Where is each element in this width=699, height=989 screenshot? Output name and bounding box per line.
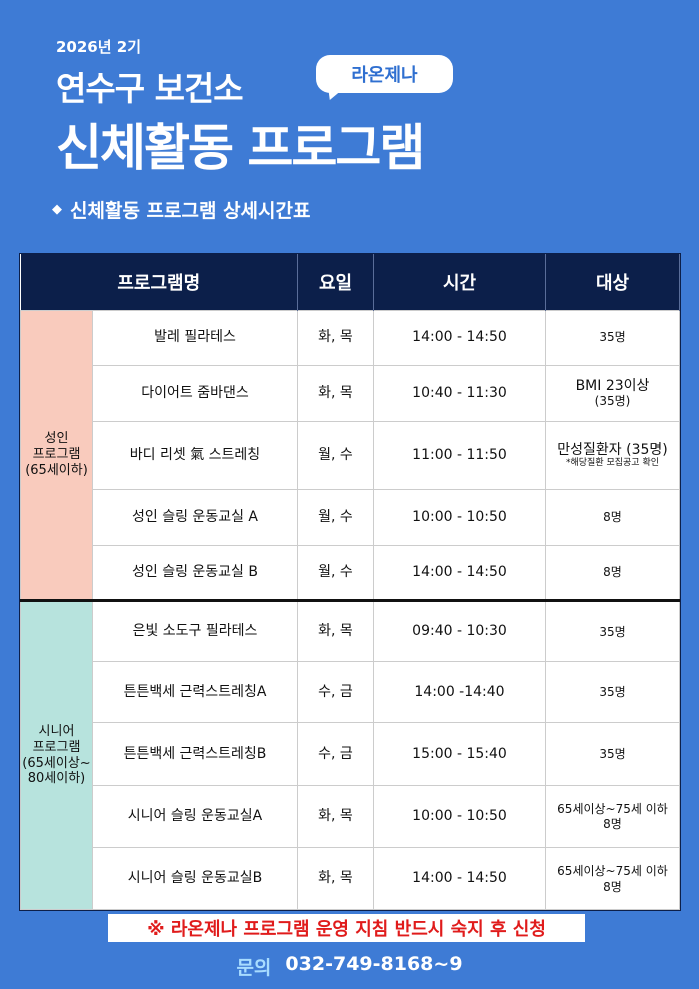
contact-label: 문의 — [236, 957, 272, 979]
program-name: 바디 리셋 氣 스트레칭 — [92, 420, 298, 490]
program-day: 화, 목 — [297, 364, 374, 422]
program-time: 10:00 - 10:50 — [373, 784, 546, 848]
target-text: 65세이상~75세 이하 — [557, 863, 668, 878]
group-label-line: 프로그램 — [32, 739, 81, 755]
program-target: 35명 — [545, 599, 680, 663]
program-name: 시니어 슬링 운동교실A — [92, 784, 298, 848]
target-text: 8명 — [603, 510, 622, 525]
program-day: 월, 수 — [297, 545, 374, 602]
program-day: 월, 수 — [297, 488, 374, 547]
program-time: 09:40 - 10:30 — [373, 599, 546, 663]
program-target: 65세이상~75세 이하 8명 — [545, 846, 680, 911]
program-target: 35명 — [545, 722, 680, 786]
table-row: 성인 슬링 운동교실 B 월, 수 14:00 - 14:50 8명 — [21, 545, 680, 602]
table-row: 성인 프로그램 (65세이하) 발레 필라테스 화, 목 14:00 - 14:50 35명 — [20, 309, 680, 602]
term-label: 2026년 2기 — [56, 38, 142, 56]
target-note: (35명) — [594, 394, 631, 409]
target-text: 35명 — [599, 330, 626, 345]
program-name: 튼튼백세 근력스트레칭A — [92, 661, 298, 724]
table-row: 튼튼백세 근력스트레칭B 수, 금 15:00 - 15:40 35명 — [21, 722, 680, 786]
target-note: 8명 — [603, 817, 622, 832]
program-day: 화, 목 — [297, 784, 374, 848]
program-name: 성인 슬링 운동교실 B — [92, 545, 298, 602]
group-label-line: (65세이하) — [25, 462, 88, 478]
group-label-line: 80세이하) — [27, 771, 86, 787]
program-time: 10:00 - 10:50 — [373, 488, 546, 547]
column-header: 요일 — [297, 254, 374, 310]
program-time: 11:00 - 11:50 — [373, 420, 546, 490]
page-title: 신체활동 프로그램 — [56, 119, 425, 177]
table-row: 시니어 슬링 운동교실B 화, 목 14:00 - 14:50 65세이상~75세 이… — [21, 846, 680, 911]
column-header: 대상 — [545, 254, 680, 310]
contact-phone: 032-749-8168~9 — [285, 953, 463, 975]
program-time: 14:00 - 14:50 — [373, 545, 546, 602]
program-target: 8명 — [545, 488, 680, 547]
table-row: 시니어 슬링 운동교실A 화, 목 10:00 - 10:50 65세이상~75세 이… — [21, 784, 680, 848]
target-note: *해당질환 모집공고 확인 — [565, 458, 660, 469]
program-target: 35명 — [545, 309, 680, 366]
program-day: 화, 목 — [297, 309, 374, 366]
group-label: 시니어 프로그램 (65세이상~ 80세이하) — [20, 599, 93, 910]
target-text: 8명 — [603, 565, 622, 580]
program-time: 14:00 -14:40 — [373, 661, 546, 724]
program-badge: 라온제나 — [316, 55, 453, 93]
program-target: 35명 — [545, 661, 680, 724]
target-text: BMI 23이상 — [575, 377, 650, 394]
group-label: 성인 프로그램 (65세이하) — [20, 309, 93, 602]
program-day: 수, 금 — [297, 661, 374, 724]
target-text: 35명 — [599, 624, 626, 639]
table-header: 프로그램명 요일 시간 대상 — [20, 254, 680, 310]
program-target: 만성질환자 (35명) *해당질환 모집공고 확인 — [545, 420, 680, 490]
subtitle-text: 신체활동 프로그램 상세시간표 — [70, 200, 311, 222]
group-label-line: 프로그램 — [32, 447, 81, 463]
target-text: 35명 — [599, 746, 626, 761]
contact-info: 문의 032-749-8168~9 — [0, 953, 699, 980]
program-name: 발레 필라테스 — [92, 309, 298, 366]
program-time: 10:40 - 11:30 — [373, 364, 546, 422]
program-time: 14:00 - 14:50 — [373, 846, 546, 911]
diamond-icon: ◆ — [52, 202, 62, 217]
program-name: 시니어 슬링 운동교실B — [92, 846, 298, 911]
program-time: 15:00 - 15:40 — [373, 722, 546, 786]
program-target: 8명 — [545, 545, 680, 602]
organization-title: 연수구 보건소 — [56, 69, 244, 108]
subtitle: ◆ 신체활동 프로그램 상세시간표 — [52, 196, 310, 223]
program-target: BMI 23이상 (35명) — [545, 364, 680, 422]
table-row: 튼튼백세 근력스트레칭A 수, 금 14:00 -14:40 35명 — [21, 661, 680, 724]
group-label-line: 시니어 — [38, 724, 75, 740]
table-row: 다이어트 줌바댄스 화, 목 10:40 - 11:30 BMI 23이상 (35명) — [21, 364, 680, 422]
program-name: 은빛 소도구 필라테스 — [92, 599, 298, 663]
table-row: 시니어 프로그램 (65세이상~ 80세이하) 은빛 소도구 필라테스 화, 목 09:40… — [20, 599, 680, 910]
program-day: 월, 수 — [297, 420, 374, 490]
group-label-line: 성인 — [44, 431, 69, 447]
program-name: 성인 슬링 운동교실 A — [92, 488, 298, 547]
target-text: 65세이상~75세 이하 — [557, 801, 668, 816]
program-time: 14:00 - 14:50 — [373, 309, 546, 366]
program-day: 수, 금 — [297, 722, 374, 786]
target-note: 8명 — [603, 879, 622, 894]
program-name: 다이어트 줌바댄스 — [92, 364, 298, 422]
notice-banner: ※ 라온제나 프로그램 운영 지침 반드시 숙지 후 신청 — [108, 914, 585, 942]
group-label-line: (65세이상~ — [22, 755, 91, 771]
program-name: 튼튼백세 근력스트레칭B — [92, 722, 298, 786]
program-day: 화, 목 — [297, 846, 374, 911]
column-header: 프로그램명 — [20, 254, 298, 310]
table-row: 성인 슬링 운동교실 A 월, 수 10:00 - 10:50 8명 — [21, 488, 680, 547]
target-text: 만성질환자 (35명) — [557, 441, 668, 458]
table-row: 바디 리셋 氣 스트레칭 월, 수 11:00 - 11:50 만성질환자 (35명)… — [21, 420, 680, 490]
program-day: 화, 목 — [297, 599, 374, 663]
program-target: 65세이상~75세 이하 8명 — [545, 784, 680, 848]
target-text: 35명 — [599, 685, 626, 700]
column-header: 시간 — [373, 254, 546, 310]
